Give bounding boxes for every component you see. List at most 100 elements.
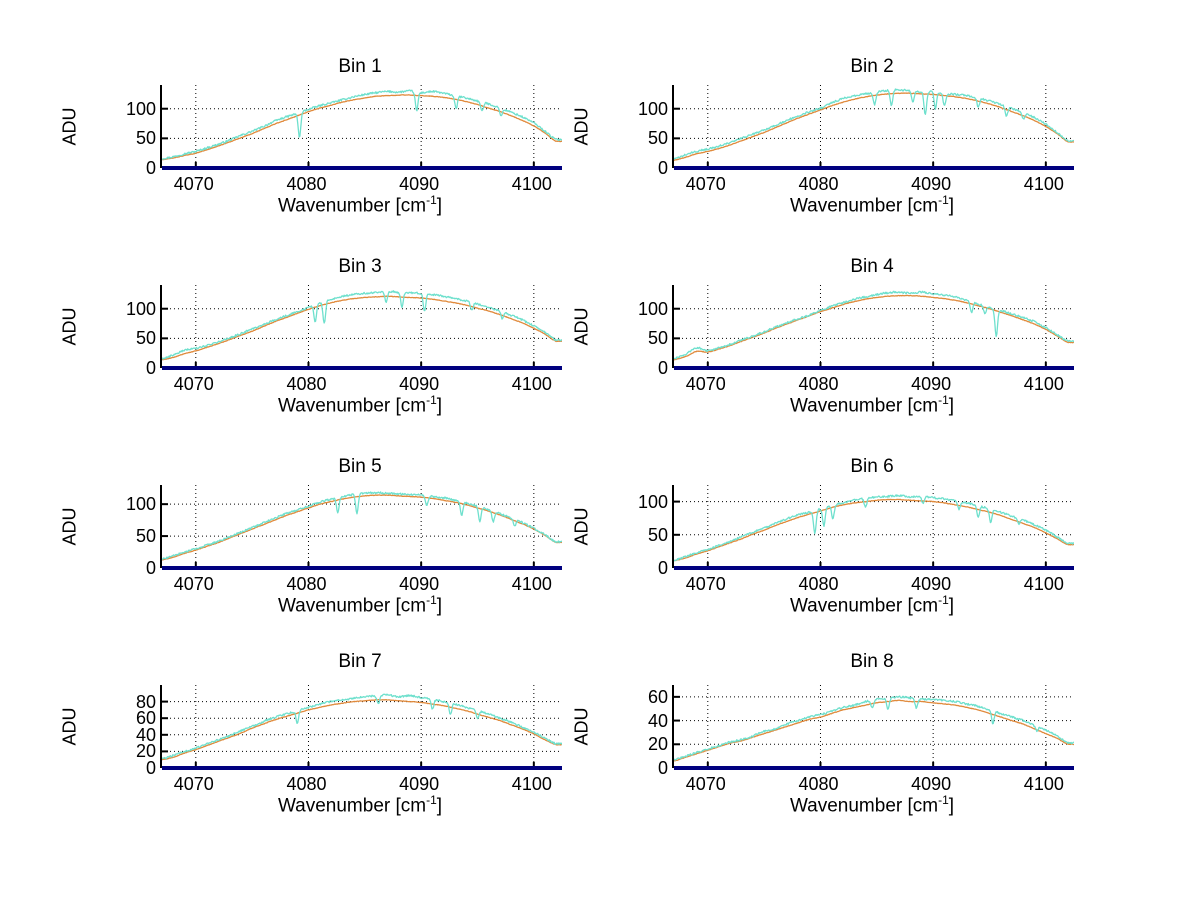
y-tick-label: 40: [647, 710, 668, 731]
y-axis-label: ADU: [571, 707, 592, 746]
subplot-bin-8: Bin 8 0 20 40 60 ADU 4070 4080 4090 4100 Wavenumbe…: [571, 651, 1074, 833]
subplot-bin-4: Bin 4 0 50 100 ADU 4070 4080 4090 4100 Wavenumber…: [571, 256, 1074, 433]
y-tick-label: 50: [135, 128, 156, 149]
zero-baseline: [674, 166, 1074, 170]
series-measured: [674, 695, 1074, 761]
series-measured: [162, 491, 562, 561]
subplot-title: Bin 6: [850, 456, 894, 477]
x-axis-label-bracket: ]: [948, 195, 955, 217]
x-tick-label: 4070: [173, 774, 214, 794]
y-tick-labels: 0 20 40 60: [612, 685, 668, 777]
plot-area: [672, 485, 1074, 570]
y-tick-label: 20: [135, 741, 156, 762]
x-tick-label: 4090: [399, 774, 440, 794]
x-tick-label: 4080: [798, 574, 839, 594]
y-tick-label: 50: [647, 328, 668, 349]
x-axis-label: Wavenumber [cm-1]: [672, 193, 1072, 217]
y-tick-label: 60: [135, 708, 156, 729]
y-axis-label: ADU: [571, 307, 592, 346]
y-tick-label: 40: [135, 724, 156, 745]
y-tick-label: 100: [125, 494, 156, 515]
series-measured: [162, 693, 562, 760]
x-tick-label: 4070: [685, 174, 726, 194]
series-measured: [162, 290, 562, 360]
subplot-bin-2: Bin 2 0 50 100 ADU 4070 4080 4090 4100 Wavenumber…: [572, 56, 1074, 233]
y-tick-labels: 0 50 100: [100, 485, 156, 577]
x-axis-label-bracket: ]: [948, 595, 955, 617]
plot-area: [672, 85, 1074, 170]
plot-area: [160, 485, 562, 570]
x-tick-label: 4070: [173, 374, 214, 394]
y-tick-label: 0: [145, 358, 156, 378]
y-tick-label: 50: [135, 526, 156, 547]
subplot-title: Bin 5: [338, 456, 382, 477]
plot-svg: [162, 85, 562, 168]
gridlines: [162, 85, 562, 168]
subplot-bin-3: Bin 3 0 50 100 ADU 4070 4080 4090 4100 Wavenumber…: [60, 256, 562, 433]
y-tick-label: 0: [145, 758, 156, 778]
plot-svg: [674, 285, 1074, 368]
zero-baseline: [162, 766, 562, 770]
subplot-bin-5: Bin 5 0 50 100 ADU 4070 4080 4090 4100 Wavenumber…: [59, 456, 562, 633]
plot-svg: [674, 685, 1074, 768]
x-axis-label-exponent: -1: [938, 793, 949, 807]
y-tick-label: 0: [657, 158, 668, 178]
x-axis-label: Wavenumber [cm-1]: [160, 393, 560, 417]
x-axis-label: Wavenumber [cm-1]: [160, 793, 560, 817]
y-axis-label: ADU: [59, 707, 80, 746]
gridlines: [674, 485, 1074, 568]
series-measured: [674, 88, 1074, 160]
y-tick-label: 0: [657, 358, 668, 378]
x-axis-label-main: Wavenumber [cm: [789, 195, 939, 217]
x-tick-labels: 4070 4080 4090 4100: [672, 574, 1072, 598]
y-tick-label: 100: [637, 98, 668, 119]
x-axis-label-bracket: ]: [948, 395, 955, 417]
plot-svg: [674, 485, 1074, 568]
plot-svg: [162, 685, 562, 768]
x-tick-label: 4100: [1023, 774, 1064, 794]
plot-svg: [674, 85, 1074, 168]
series-model: [674, 699, 1074, 762]
zero-baseline: [674, 366, 1074, 370]
x-axis-label-bracket: ]: [436, 195, 443, 217]
x-axis-label-bracket: ]: [436, 795, 443, 817]
axis-ticks: [674, 695, 1047, 768]
y-tick-label: 0: [145, 158, 156, 178]
subplot-bin-1: Bin 1 0 50 100 ADU 4070 4080 4090 4100 Wavenumber…: [60, 56, 562, 233]
zero-baseline: [674, 566, 1074, 570]
x-axis-label-exponent: -1: [426, 593, 437, 607]
y-tick-labels: 0 50 100: [100, 85, 156, 177]
series-model: [162, 699, 562, 761]
x-tick-label: 4070: [173, 174, 214, 194]
x-tick-labels: 4070 4080 4090 4100: [160, 374, 560, 398]
x-axis-label-main: Wavenumber [cm: [789, 595, 939, 617]
y-tick-label: 80: [135, 691, 156, 712]
x-axis-label-exponent: -1: [426, 193, 437, 207]
y-tick-label: 0: [657, 558, 668, 578]
subplot-title: Bin 4: [850, 256, 894, 277]
plot-area: [160, 685, 562, 770]
x-axis-label: Wavenumber [cm-1]: [160, 193, 560, 217]
x-tick-label: 4090: [911, 174, 952, 194]
plot-area: [160, 85, 562, 170]
x-tick-label: 4080: [798, 374, 839, 394]
y-axis-label: ADU: [59, 507, 80, 546]
x-axis-label-main: Wavenumber [cm: [277, 795, 427, 817]
x-axis-label: Wavenumber [cm-1]: [672, 793, 1072, 817]
gridlines: [674, 685, 1074, 768]
subplot-title: Bin 8: [850, 651, 894, 672]
gridlines: [162, 285, 562, 368]
gridlines: [162, 485, 562, 568]
plot-area: [160, 285, 562, 370]
plot-area: [672, 285, 1074, 370]
x-tick-label: 4070: [685, 574, 726, 594]
x-tick-labels: 4070 4080 4090 4100: [672, 374, 1072, 398]
x-axis-label-exponent: -1: [426, 393, 437, 407]
series-model: [674, 92, 1074, 161]
x-axis-label-main: Wavenumber [cm: [277, 595, 427, 617]
x-tick-label: 4090: [911, 574, 952, 594]
series-measured: [162, 89, 562, 160]
y-tick-label: 20: [647, 734, 668, 755]
x-axis-label-main: Wavenumber [cm: [789, 395, 939, 417]
x-tick-label: 4080: [286, 574, 327, 594]
